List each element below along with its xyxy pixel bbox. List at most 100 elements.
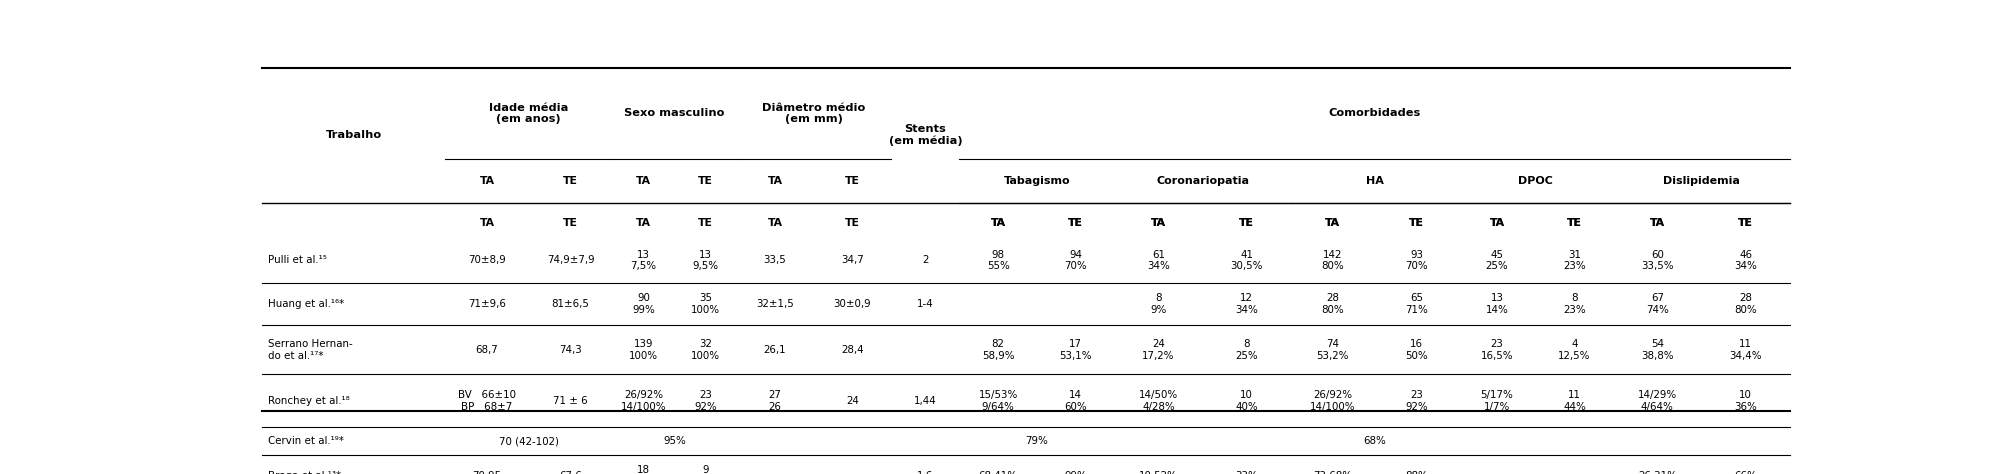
Text: 10
40%: 10 40% [1235, 390, 1257, 412]
Text: 28
80%: 28 80% [1321, 293, 1343, 315]
Text: 60
33,5%: 60 33,5% [1640, 249, 1672, 271]
Text: 95%: 95% [663, 436, 685, 446]
Text: 67
74%: 67 74% [1644, 293, 1668, 315]
Text: 26,31%: 26,31% [1636, 471, 1676, 474]
Text: 79%: 79% [1025, 436, 1047, 446]
Text: 1,6: 1,6 [917, 471, 933, 474]
Text: Trabalho: Trabalho [326, 130, 382, 140]
Text: 16
50%: 16 50% [1405, 339, 1427, 361]
Text: 41
30,5%: 41 30,5% [1231, 249, 1263, 271]
Text: Pulli et al.¹⁵: Pulli et al.¹⁵ [268, 255, 328, 265]
Text: 74
53,2%: 74 53,2% [1317, 339, 1349, 361]
Text: 32±1,5: 32±1,5 [755, 299, 793, 309]
Text: 14/50%
4/28%: 14/50% 4/28% [1139, 390, 1177, 412]
Text: Ronchey et al.¹⁸: Ronchey et al.¹⁸ [268, 396, 350, 406]
Text: TE: TE [1409, 218, 1423, 228]
Text: 23
92%: 23 92% [693, 390, 717, 412]
Text: 68%: 68% [1363, 436, 1385, 446]
Text: Braga et al.¹³*: Braga et al.¹³* [268, 471, 342, 474]
Text: TA: TA [767, 176, 781, 186]
Text: 88%: 88% [1405, 471, 1427, 474]
Text: 82
58,9%: 82 58,9% [981, 339, 1013, 361]
Text: TE: TE [1566, 218, 1580, 228]
Text: 33%: 33% [1235, 471, 1257, 474]
Text: 46
34%: 46 34% [1734, 249, 1756, 271]
Text: 15/53%
9/64%: 15/53% 9/64% [977, 390, 1017, 412]
Text: 26/92%
14/100%: 26/92% 14/100% [1309, 390, 1355, 412]
Text: DPOC: DPOC [1518, 176, 1552, 186]
Text: TA: TA [1489, 218, 1504, 228]
Text: 66%: 66% [1734, 471, 1756, 474]
Text: HA: HA [1365, 176, 1383, 186]
Text: 45
25%: 45 25% [1485, 249, 1508, 271]
Text: 11
44%: 11 44% [1562, 390, 1584, 412]
Text: 99%: 99% [1063, 471, 1087, 474]
Text: 17
53,1%: 17 53,1% [1059, 339, 1091, 361]
Text: TE: TE [697, 176, 713, 186]
Text: Huang et al.¹⁶*: Huang et al.¹⁶* [268, 299, 344, 309]
Text: 71±9,6: 71±9,6 [468, 299, 505, 309]
Text: 13
14%: 13 14% [1485, 293, 1508, 315]
Text: 61
34%: 61 34% [1147, 249, 1169, 271]
Text: 94
70%: 94 70% [1063, 249, 1087, 271]
Text: 24: 24 [845, 396, 859, 406]
Text: 31
23%: 31 23% [1562, 249, 1584, 271]
Text: TA: TA [1489, 218, 1504, 228]
Text: TE: TE [1239, 218, 1253, 228]
Text: 28
80%: 28 80% [1734, 293, 1756, 315]
Text: TA: TA [635, 176, 651, 186]
Text: Diâmetro médio
(em mm): Diâmetro médio (em mm) [761, 103, 865, 124]
Text: TE: TE [1067, 218, 1083, 228]
Text: Idade média
(em anos): Idade média (em anos) [490, 103, 567, 124]
Text: 142
80%: 142 80% [1321, 249, 1343, 271]
Text: TA: TA [480, 218, 494, 228]
Text: 93
70%: 93 70% [1405, 249, 1427, 271]
Text: 33,5: 33,5 [763, 255, 785, 265]
Text: Tabagismo: Tabagismo [1003, 176, 1069, 186]
Text: 1,44: 1,44 [913, 396, 937, 406]
Text: 28,4: 28,4 [841, 345, 863, 355]
Text: 10,52%: 10,52% [1139, 471, 1177, 474]
Text: TA: TA [1648, 218, 1664, 228]
Text: TE: TE [1566, 218, 1580, 228]
Text: 67,6: 67,6 [559, 471, 581, 474]
Text: 24
17,2%: 24 17,2% [1141, 339, 1175, 361]
Text: 54
38,8%: 54 38,8% [1640, 339, 1672, 361]
Text: 73,68%: 73,68% [1313, 471, 1353, 474]
Text: TE: TE [1067, 218, 1083, 228]
Text: TA: TA [1151, 218, 1165, 228]
Text: TE: TE [563, 218, 577, 228]
Text: Cervin et al.¹⁹*: Cervin et al.¹⁹* [268, 436, 344, 446]
Text: 71 ± 6: 71 ± 6 [553, 396, 587, 406]
Text: TA: TA [1648, 218, 1664, 228]
Text: Dislipidemia: Dislipidemia [1662, 176, 1738, 186]
Text: TE: TE [845, 218, 859, 228]
Text: 8
9%: 8 9% [1149, 293, 1167, 315]
Text: 8
23%: 8 23% [1562, 293, 1584, 315]
Text: Sexo masculino: Sexo masculino [623, 109, 723, 118]
Text: 4
12,5%: 4 12,5% [1556, 339, 1590, 361]
Text: 9
100%: 9 100% [691, 465, 719, 474]
Text: 65
71%: 65 71% [1405, 293, 1427, 315]
Text: 13
9,5%: 13 9,5% [691, 249, 717, 271]
Text: 23
16,5%: 23 16,5% [1481, 339, 1512, 361]
Text: TE: TE [1239, 218, 1253, 228]
Text: 70 (42-102): 70 (42-102) [498, 436, 559, 446]
Text: 27
26: 27 26 [769, 390, 781, 412]
Text: 2: 2 [921, 255, 927, 265]
Text: 35
100%: 35 100% [691, 293, 719, 315]
Text: 18
100%: 18 100% [629, 465, 657, 474]
Text: Serrano Hernan-
do et al.¹⁷*: Serrano Hernan- do et al.¹⁷* [268, 339, 354, 361]
Text: Stents
(em média): Stents (em média) [887, 124, 961, 146]
Text: 5/17%
1/7%: 5/17% 1/7% [1481, 390, 1512, 412]
Text: 139
100%: 139 100% [629, 339, 657, 361]
Text: 70±8,9: 70±8,9 [468, 255, 505, 265]
Text: TE: TE [1738, 218, 1752, 228]
Text: 14/29%
4/64%: 14/29% 4/64% [1636, 390, 1676, 412]
Text: TA: TA [1151, 218, 1165, 228]
Text: 98
55%: 98 55% [987, 249, 1009, 271]
Text: TA: TA [635, 218, 651, 228]
Text: TE: TE [697, 218, 713, 228]
Text: TA: TA [991, 218, 1005, 228]
Text: 14
60%: 14 60% [1063, 390, 1087, 412]
